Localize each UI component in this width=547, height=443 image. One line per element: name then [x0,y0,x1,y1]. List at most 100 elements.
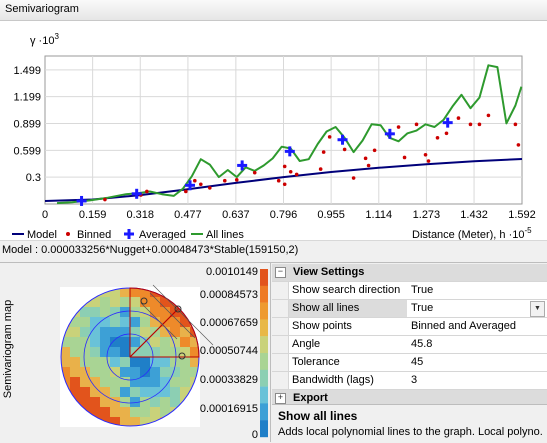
expand-icon[interactable]: + [275,393,286,404]
map-cell [110,377,120,387]
colorbar-label-4: 0.00033829 [200,374,258,386]
map-cell [180,367,190,377]
search-handle-1[interactable] [140,297,148,305]
map-cell [170,397,180,407]
legend-averaged-label: Averaged [139,229,186,240]
map-cell [160,377,170,387]
map-cell [80,307,90,317]
map-cell [150,367,160,377]
map-cell [80,397,90,407]
property-help-panel: Show all lines Adds local polynomial lin… [272,404,547,443]
map-cell [190,347,199,357]
property-row-show-search-direction[interactable]: Show search direction True [272,282,547,300]
map-cell [130,317,140,327]
binned-point [103,197,107,202]
property-value[interactable]: 45 [407,354,547,371]
map-cell [120,288,130,297]
map-cell [130,307,140,317]
colorbar-segment [260,285,268,303]
colorbar-label-5: 0.00016915 [200,403,258,415]
averaged-point [237,160,248,171]
category-view-settings[interactable]: − View Settings [272,264,547,282]
map-cell [100,317,110,327]
map-cell [160,327,170,337]
property-name: Show points [288,318,408,335]
binned-point [468,122,473,127]
map-cell [120,357,130,367]
map-cell [110,387,120,397]
property-grid: − View Settings Show search direction Tr… [272,264,547,442]
property-row-angle[interactable]: Angle 45.8 [272,336,547,354]
binned-point [207,186,212,190]
search-handle-2[interactable] [174,305,182,313]
property-value[interactable]: Binned and Averaged [407,318,547,335]
map-cell [100,297,110,307]
colorbar-segment [260,319,268,337]
map-cell [90,397,100,407]
collapse-icon[interactable]: − [275,267,286,278]
map-cell [100,367,110,377]
binned-point [456,116,461,120]
property-value-dropdown[interactable]: True ▼ [407,300,547,317]
map-cell [110,288,120,297]
property-row-tolerance[interactable]: Tolerance 45 [272,354,547,372]
x-axis-label: Distance (Meter), h ·10-5 [412,226,532,240]
map-cell [61,337,70,347]
map-cell [90,357,100,367]
semivariogram-title-bar: Semivariogram [0,0,547,21]
map-cell [90,377,100,387]
map-cell [160,297,170,307]
colorbar-label-6: 0 [252,429,258,441]
property-value[interactable]: True [407,282,547,299]
property-row-bandwidth[interactable]: Bandwidth (lags) 3 [272,372,547,390]
map-cell [180,377,190,387]
map-cell [140,317,150,327]
search-handle-3[interactable] [178,352,186,360]
map-cell [100,337,110,347]
property-value[interactable]: 3 [407,372,547,389]
property-row-show-all-lines[interactable]: Show all lines True ▼ [272,300,547,318]
legend-averaged-swatch [124,229,134,239]
averaged-point [337,134,348,145]
binned-point [444,131,449,136]
property-value[interactable]: 45.8 [407,336,547,353]
map-cell [140,387,150,397]
colorbar-segment [260,336,268,354]
help-description: Adds local polynomial lines to the graph… [278,426,543,438]
binned-point [184,189,188,194]
averaged-point [76,195,87,206]
binned-point [435,135,440,140]
binned-point [222,178,227,183]
binned-point [402,155,407,160]
map-cell [120,397,130,407]
map-cell [70,327,80,337]
map-cell [90,367,100,377]
binned-point [366,163,371,168]
map-cell [150,357,160,367]
binned-point [282,182,287,187]
map-cell [90,407,100,417]
map-cell [130,387,140,397]
x-tick-label: 0.477 [174,209,202,221]
averaged-point [284,146,295,157]
map-cell [180,357,190,367]
map-cell [90,347,100,357]
binned-point [294,172,299,177]
map-cell [61,347,70,357]
map-cell [130,288,140,297]
map-cell [140,357,150,367]
map-cell [70,377,80,387]
property-row-show-points[interactable]: Show points Binned and Averaged [272,318,547,336]
map-cell [110,397,120,407]
map-cell [140,397,150,407]
colorbar-segment [260,269,268,286]
map-cell [140,417,150,426]
map-cell [180,347,190,357]
dropdown-arrow-icon[interactable]: ▼ [530,301,545,317]
map-cell [120,387,130,397]
map-cell [150,387,160,397]
map-cell [90,327,100,337]
semivariogram-chart[interactable]: 0 0.159 0.318 0.477 0.637 0.796 0.955 1.114 1.27… [0,21,547,241]
binned-point [513,122,518,127]
binned-point [426,159,431,163]
